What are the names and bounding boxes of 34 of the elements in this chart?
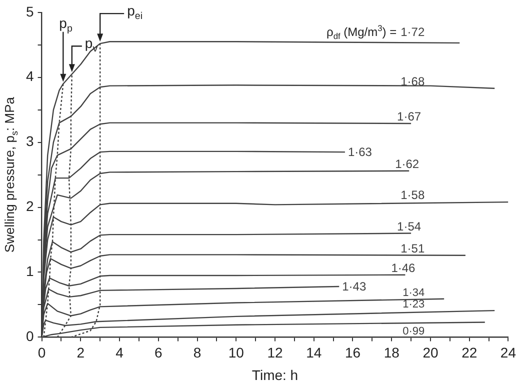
y-tick-label: 5: [26, 3, 34, 20]
series-label: 1·68: [400, 74, 425, 88]
series-label: 1·43: [342, 280, 366, 294]
x-tick-label: 20: [422, 344, 438, 360]
x-tick-label: 0: [38, 344, 46, 360]
x-tick-label: 2: [76, 344, 85, 360]
y-tick-label: 2: [26, 198, 34, 214]
x-tick-label: 14: [306, 344, 322, 360]
y-tick-label: 0: [26, 328, 34, 344]
x-tick-label: 12: [267, 344, 283, 360]
series-label: 1·62: [395, 156, 420, 171]
series-label: 1·23: [402, 298, 425, 311]
x-tick-label: 16: [344, 344, 361, 360]
x-tick-label: 24: [500, 344, 516, 360]
y-tick-label: 3: [26, 133, 34, 150]
y-axis-title: Swelling pressure, ps: MPa: [2, 96, 20, 253]
series-label: 0·99: [402, 325, 425, 338]
series-label: 1·34: [402, 286, 425, 299]
x-tick-label: 18: [384, 344, 400, 360]
x-tick-label: 4: [116, 344, 124, 360]
x-axis-title: Time: h: [252, 367, 298, 383]
series-label: 1·67: [397, 109, 422, 124]
x-tick-label: 8: [193, 344, 202, 360]
series-label: 1·54: [397, 219, 422, 234]
series-label: 1·58: [400, 188, 425, 202]
series-label: 1·51: [400, 241, 425, 256]
y-tick-label: 1: [26, 263, 34, 280]
x-tick-label: 10: [228, 344, 244, 360]
y-tick-label: 4: [26, 68, 34, 84]
x-tick-label: 22: [462, 344, 478, 360]
series-label: 1·46: [391, 260, 416, 275]
series-label: 1·72: [400, 24, 425, 39]
series-label: 1·63: [348, 145, 372, 160]
x-tick-label: 6: [154, 344, 162, 360]
